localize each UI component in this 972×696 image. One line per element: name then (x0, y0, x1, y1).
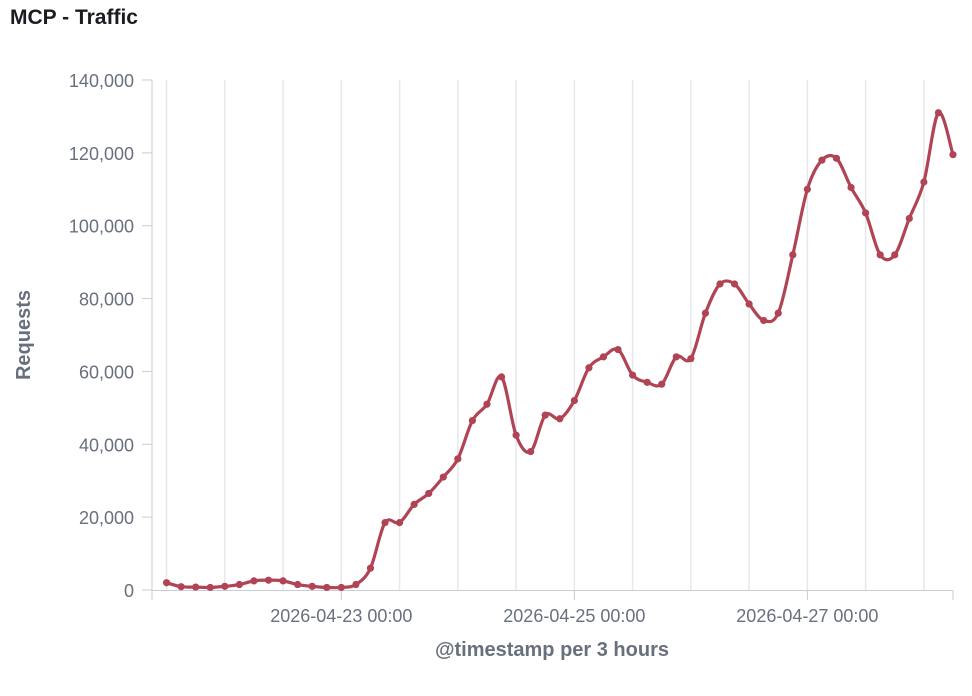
x-tick-label: 2026-04-23 00:00 (270, 606, 412, 626)
data-point (862, 209, 870, 217)
data-point (934, 109, 943, 117)
data-point (483, 400, 491, 408)
data-point (614, 345, 622, 354)
data-point (847, 183, 855, 192)
y-tick-label: 0 (124, 581, 134, 601)
axes (151, 80, 954, 600)
data-point (221, 582, 229, 590)
data-point (760, 316, 768, 325)
y-tick-label: 120,000 (69, 144, 134, 164)
data-point (585, 364, 593, 372)
data-point (512, 431, 520, 439)
data-point (745, 300, 753, 308)
data-point (687, 355, 695, 363)
y-tick-label: 60,000 (79, 362, 134, 382)
y-axis-tick-labels: 0 20,000 40,000 60,000 80,000 100,000 120,000 1… (69, 71, 152, 601)
data-point (177, 583, 185, 591)
data-point (658, 380, 666, 388)
data-point (541, 411, 549, 419)
y-tick-label: 140,000 (69, 71, 134, 91)
data-point (352, 580, 360, 589)
data-point (818, 156, 826, 164)
data-point (192, 583, 200, 591)
data-point (803, 185, 811, 193)
data-point (789, 251, 797, 259)
data-points (162, 109, 957, 592)
data-point (556, 415, 564, 423)
data-point (250, 577, 258, 585)
data-point (527, 447, 535, 456)
data-point (439, 473, 447, 481)
data-point (570, 396, 578, 405)
data-point (599, 353, 608, 361)
data-point (410, 500, 418, 508)
y-tick-label: 20,000 (79, 508, 134, 528)
data-point (294, 580, 302, 589)
data-point (323, 583, 331, 592)
data-point (381, 519, 389, 527)
data-point (876, 251, 884, 259)
series-line-layer (164, 111, 955, 590)
data-point (235, 580, 243, 589)
data-point (832, 154, 841, 162)
data-point (629, 371, 637, 379)
data-point (279, 577, 287, 585)
x-axis-title: @timestamp per 3 hours (435, 639, 669, 661)
x-axis-tick-labels: 2026-04-23 00:00 2026-04-25 00:00 2026-04-… (270, 590, 878, 626)
data-point (395, 519, 404, 527)
data-point (454, 455, 462, 463)
data-point (425, 489, 433, 498)
data-point (774, 309, 782, 317)
data-point (891, 251, 899, 259)
requests-series-line (164, 111, 955, 590)
data-point (264, 576, 273, 584)
y-tick-label: 40,000 (79, 435, 134, 455)
data-point (701, 309, 710, 317)
data-point (308, 582, 316, 590)
y-axis-title: Requests (13, 290, 35, 380)
data-point (497, 373, 506, 381)
data-point (366, 564, 375, 572)
x-tick-label: 2026-04-27 00:00 (736, 606, 878, 626)
x-tick-label: 2026-04-25 00:00 (503, 606, 645, 626)
data-point (949, 151, 957, 159)
data-point (643, 378, 651, 386)
data-point (716, 280, 724, 288)
panel-title: MCP - Traffic (10, 6, 138, 29)
data-point (905, 214, 913, 223)
data-point (337, 583, 345, 592)
data-point (920, 178, 928, 186)
data-point (206, 583, 214, 592)
data-point (468, 417, 476, 425)
grid-lines (165, 80, 925, 590)
data-point (730, 280, 739, 288)
y-tick-label: 100,000 (69, 217, 134, 237)
data-point (672, 353, 680, 361)
data-point (162, 579, 171, 587)
y-tick-label: 80,000 (79, 290, 134, 310)
